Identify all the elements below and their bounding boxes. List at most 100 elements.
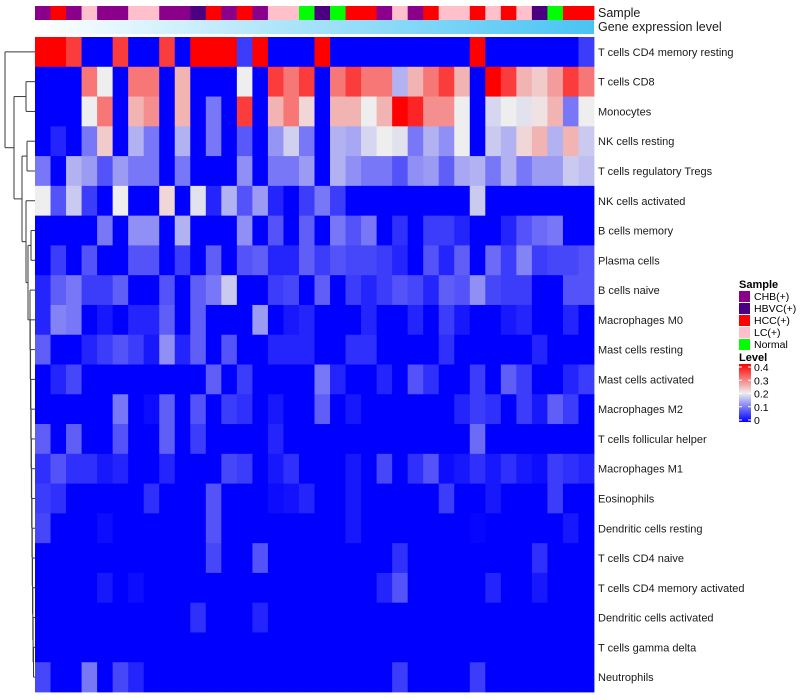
sample-annotation-cell — [298, 6, 315, 20]
heatmap-cell — [392, 156, 409, 187]
level-legend-title: Level — [739, 352, 767, 364]
heatmap-cell — [516, 185, 533, 217]
heatmap-cell — [407, 364, 424, 395]
heatmap-cell — [469, 66, 486, 97]
heatmap-cell — [159, 572, 176, 604]
heatmap-cell — [174, 185, 191, 217]
heatmap-cell — [469, 513, 486, 544]
heatmap-cell — [205, 37, 222, 68]
heatmap-cell — [252, 513, 269, 544]
legend-swatch — [739, 303, 750, 314]
heatmap-cell — [330, 394, 346, 425]
heatmap-cell — [236, 483, 253, 514]
sample-annotation-cell — [423, 6, 440, 20]
heatmap-cell — [205, 215, 222, 246]
heatmap-cell — [221, 424, 238, 455]
heatmap-cell — [128, 126, 145, 157]
legend-swatch — [739, 315, 750, 326]
heatmap-cell — [516, 66, 533, 97]
heatmap-cell — [361, 513, 378, 544]
heatmap-cell — [516, 662, 533, 693]
heatmap-cell — [423, 96, 440, 127]
heatmap-cell — [143, 245, 160, 276]
heatmap-cell — [485, 364, 502, 395]
heatmap-cell — [205, 453, 222, 484]
heatmap-cell — [283, 543, 300, 574]
row-label: Mast cells resting — [598, 345, 683, 357]
heatmap-cell — [66, 126, 82, 157]
heatmap-cell — [361, 572, 378, 604]
legend-label: HCC(+) — [754, 315, 790, 327]
heatmap-cell — [283, 453, 300, 484]
heatmap-cell — [298, 66, 315, 97]
heatmap-cell — [423, 126, 440, 157]
heatmap-cell — [531, 245, 548, 276]
heatmap-cell — [252, 156, 269, 187]
heatmap-cell — [314, 513, 331, 544]
heatmap-cell — [345, 394, 362, 425]
heatmap-cell — [81, 483, 98, 514]
heatmap-cell — [454, 453, 471, 484]
heatmap-cell — [438, 275, 455, 306]
heatmap-cell — [345, 66, 362, 97]
heatmap-cell — [236, 66, 253, 97]
heatmap-cell — [562, 96, 579, 127]
heatmap-cell — [500, 453, 517, 484]
heatmap-cell — [500, 304, 517, 336]
heatmap-cell — [407, 185, 424, 217]
heatmap-cell — [81, 304, 98, 336]
heatmap-cell — [345, 185, 362, 217]
heatmap-cell — [531, 304, 548, 336]
heatmap-cell — [423, 424, 440, 455]
heatmap-cell — [547, 334, 564, 365]
heatmap-cell — [81, 275, 98, 306]
heatmap-cell — [236, 662, 253, 693]
heatmap-cell — [330, 543, 346, 574]
heatmap-cell — [500, 215, 517, 246]
heatmap-cell — [112, 275, 129, 306]
heatmap-cell — [314, 304, 331, 336]
heatmap-cell — [143, 602, 160, 633]
heatmap-cell — [562, 37, 579, 68]
heatmap-cell — [469, 37, 486, 68]
heatmap-cell — [267, 334, 284, 365]
heatmap-cell — [128, 275, 145, 306]
heatmap-cell — [174, 96, 191, 127]
heatmap-cell — [361, 424, 378, 455]
heatmap-cell — [128, 662, 145, 693]
heatmap-cell — [531, 126, 548, 157]
heatmap-cell — [376, 424, 393, 455]
heatmap-cell — [267, 513, 284, 544]
heatmap-cell — [454, 96, 471, 127]
heatmap-cell — [205, 66, 222, 97]
heatmap-cell — [252, 483, 269, 514]
heatmap-cell — [469, 334, 486, 365]
heatmap-cell — [35, 275, 51, 306]
heatmap-cell — [159, 424, 176, 455]
heatmap-cell — [205, 483, 222, 514]
heatmap-cell — [314, 424, 331, 455]
heatmap-cell — [469, 424, 486, 455]
heatmap-cell — [578, 156, 595, 187]
heatmap-cell — [562, 483, 579, 514]
heatmap-cell — [438, 37, 455, 68]
sample-legend: Sample CHB(+)HBVC(+)HCC(+)LC(+)Normal — [739, 279, 796, 351]
heatmap-cell — [236, 275, 253, 306]
heatmap-cell — [376, 453, 393, 484]
heatmap-cell — [81, 602, 98, 633]
sample-annotation-cell — [330, 6, 346, 20]
heatmap-cell — [407, 602, 424, 633]
heatmap-cell — [236, 96, 253, 127]
heatmap-cell — [469, 215, 486, 246]
heatmap-cell — [423, 632, 440, 663]
heatmap-cell — [345, 245, 362, 276]
heatmap-cell — [190, 156, 207, 187]
heatmap-cell — [392, 394, 409, 425]
heatmap-cell — [469, 453, 486, 484]
heatmap-cell — [361, 215, 378, 246]
heatmap-cell — [314, 275, 331, 306]
heatmap-cell — [50, 394, 67, 425]
heatmap-cell — [221, 304, 238, 336]
heatmap-cell — [485, 543, 502, 574]
